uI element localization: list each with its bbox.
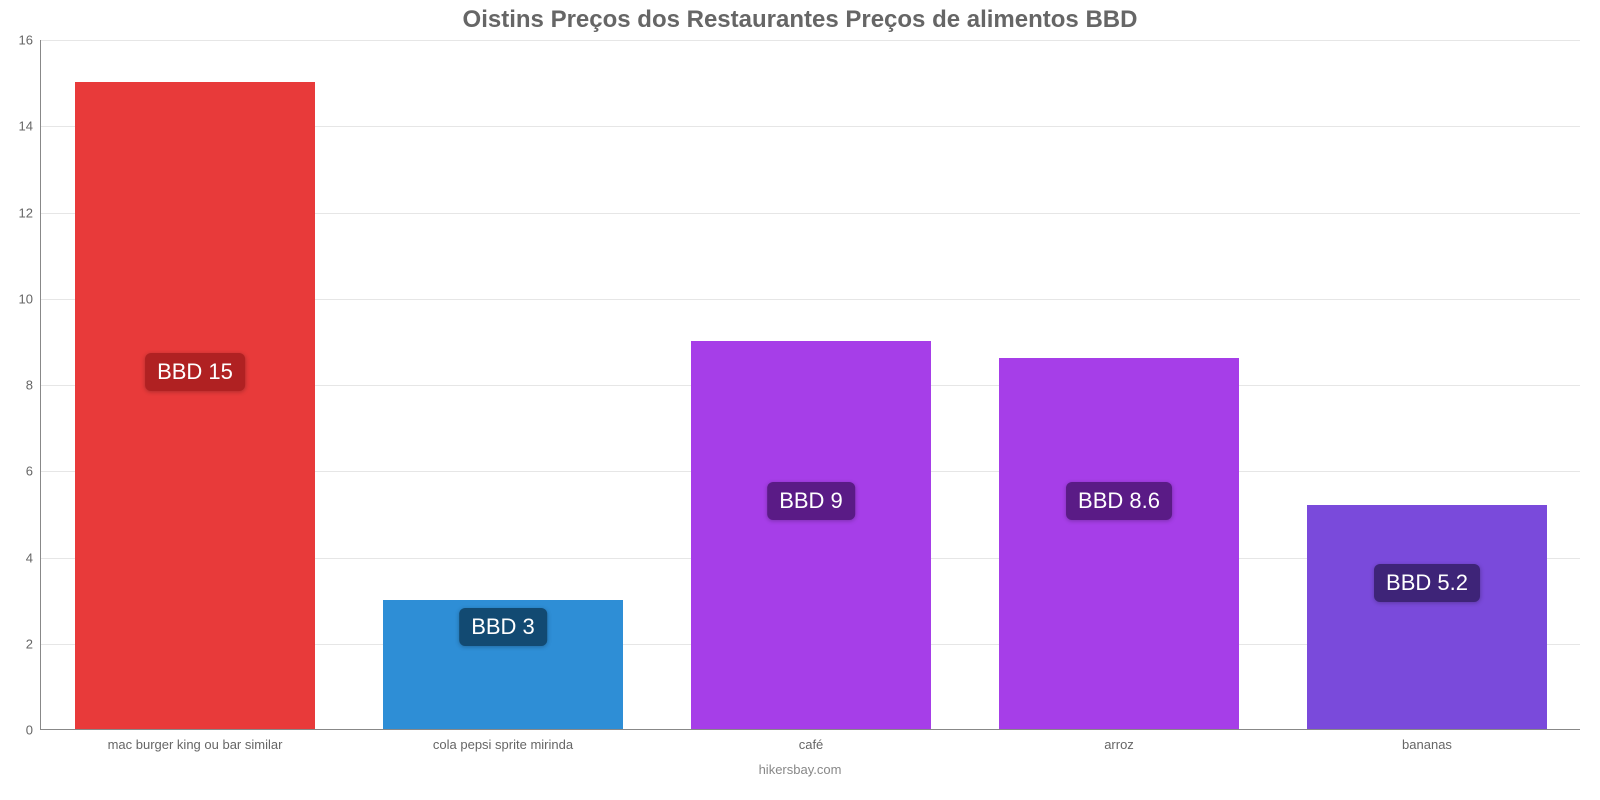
value-badge: BBD 8.6 [1066, 482, 1172, 520]
bar-chart: Oistins Preços dos Restaurantes Preços d… [0, 0, 1600, 800]
value-badge: BBD 5.2 [1374, 564, 1480, 602]
x-tick-label: café [799, 729, 824, 752]
bar [999, 358, 1239, 729]
bar-slot: BBD 5.2bananas [1273, 40, 1581, 729]
y-tick-label: 14 [19, 119, 41, 134]
bar-slot: BBD 15mac burger king ou bar similar [41, 40, 349, 729]
bar [1307, 505, 1547, 729]
chart-title: Oistins Preços dos Restaurantes Preços d… [0, 6, 1600, 34]
value-badge: BBD 3 [459, 608, 547, 646]
value-badge: BBD 9 [767, 482, 855, 520]
x-tick-label: mac burger king ou bar similar [108, 729, 283, 752]
bar [75, 82, 315, 729]
chart-footer: hikersbay.com [0, 762, 1600, 777]
y-tick-label: 2 [26, 636, 41, 651]
plot-area: 0246810121416BBD 15mac burger king ou ba… [40, 40, 1580, 730]
y-tick-label: 10 [19, 291, 41, 306]
y-tick-label: 16 [19, 33, 41, 48]
y-tick-label: 6 [26, 464, 41, 479]
bar [691, 341, 931, 729]
x-tick-label: cola pepsi sprite mirinda [433, 729, 573, 752]
x-tick-label: bananas [1402, 729, 1452, 752]
bar-slot: BBD 3cola pepsi sprite mirinda [349, 40, 657, 729]
y-tick-label: 12 [19, 205, 41, 220]
x-tick-label: arroz [1104, 729, 1134, 752]
bar-slot: BBD 9café [657, 40, 965, 729]
y-tick-label: 0 [26, 723, 41, 738]
bar-slot: BBD 8.6arroz [965, 40, 1273, 729]
y-tick-label: 8 [26, 378, 41, 393]
y-tick-label: 4 [26, 550, 41, 565]
value-badge: BBD 15 [145, 353, 245, 391]
